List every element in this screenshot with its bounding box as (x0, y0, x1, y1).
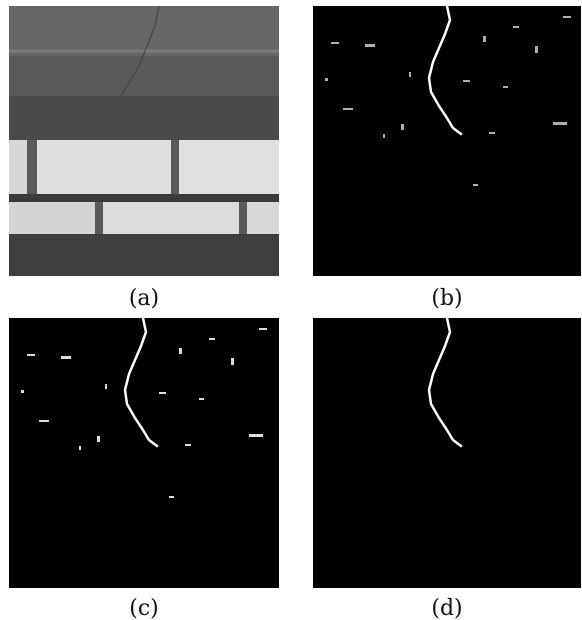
panel-c-image (9, 318, 279, 588)
panel-label: (a) (129, 286, 159, 311)
panel-d-image (313, 318, 581, 588)
panel-label: (c) (129, 596, 159, 620)
panel-label: (b) (431, 286, 462, 311)
panel-label: (d) (431, 596, 462, 620)
panel-b-image (313, 6, 581, 276)
figure: (a) (b) (c) (d) (0, 0, 582, 620)
panel-a-image (9, 6, 279, 276)
